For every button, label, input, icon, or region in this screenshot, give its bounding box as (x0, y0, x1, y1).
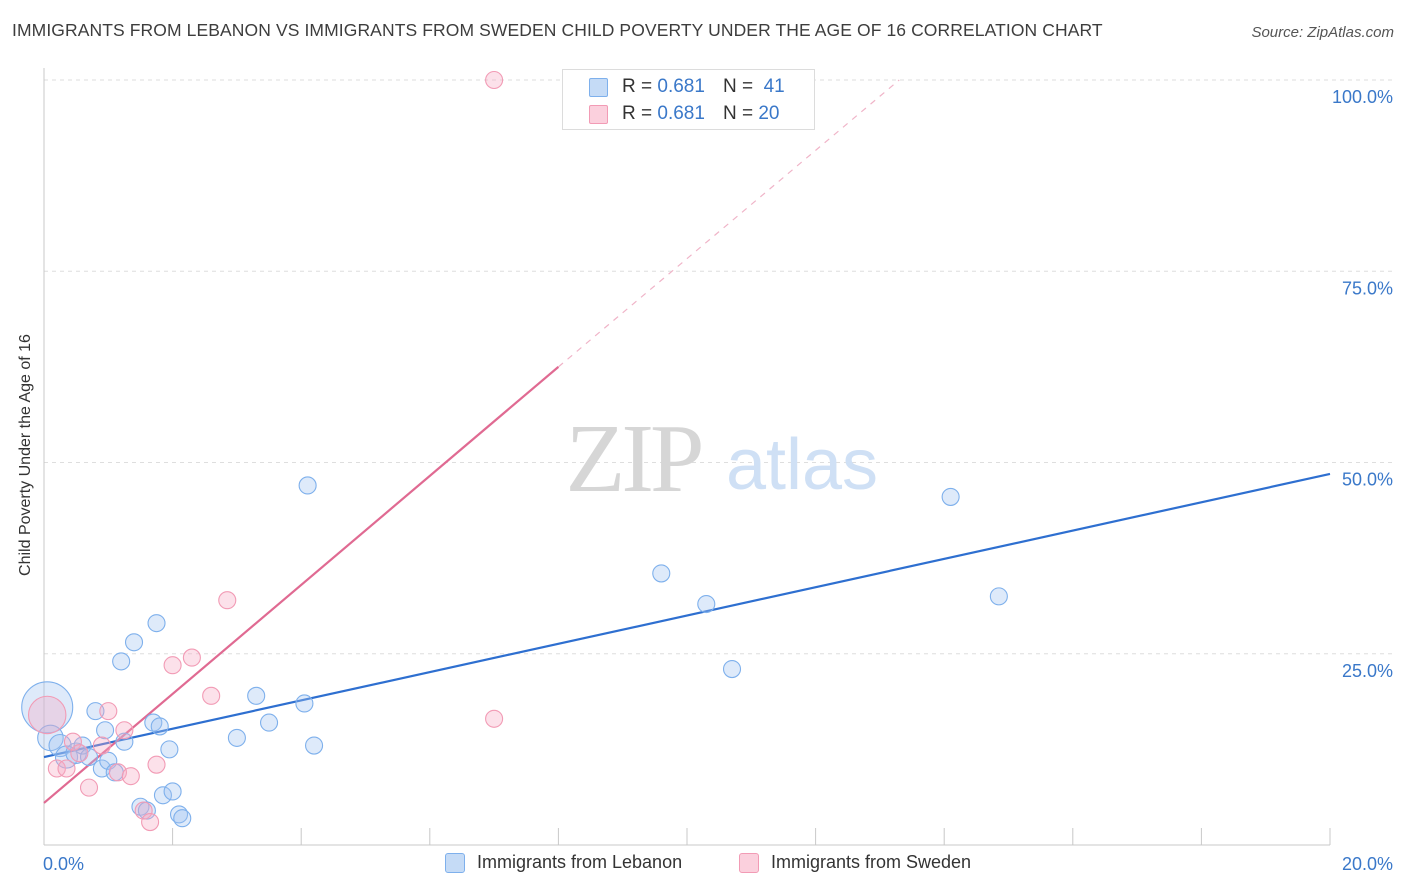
lebanon-point (247, 686, 266, 705)
sweden-point (218, 591, 237, 610)
lebanon-point (652, 564, 671, 583)
bottom-legend-lebanon: Immigrants from Lebanon (445, 852, 682, 873)
sweden-point (79, 778, 99, 797)
sweden-point (485, 709, 504, 728)
legend-row-sweden: R = 0.681 N = 20 (589, 103, 779, 125)
legend-row-lebanon: R = 0.681 N = 41 (589, 76, 785, 98)
sweden-point (141, 812, 160, 832)
lebanon-point (86, 702, 105, 721)
x-tick-label: 20.0% (1342, 854, 1393, 874)
y-tick-label: 50.0% (1342, 470, 1393, 490)
trend-line-1 (43, 366, 560, 804)
sweden-point (202, 686, 221, 705)
lebanon-point (124, 633, 144, 652)
lebanon-point (173, 809, 192, 828)
grid-lines (44, 79, 1392, 655)
bottom-lebanon-swatch (445, 852, 465, 873)
sweden-point (99, 702, 118, 721)
correlation-legend: R = 0.681 N = 41 R = 0.681 N = 20 (562, 69, 815, 130)
watermark-atlas: atlas (726, 425, 878, 505)
lebanon-point (160, 740, 179, 759)
y-tick-label: 100.0% (1332, 87, 1393, 107)
sweden-swatch (589, 104, 608, 124)
trend-line-0 (43, 472, 1331, 759)
lebanon-point (79, 747, 99, 767)
lebanon-n-value: 41 (763, 76, 785, 97)
y-tick-label: 75.0% (1342, 278, 1393, 298)
sweden-point (92, 736, 111, 755)
bottom-sweden-swatch (739, 852, 759, 873)
trend-line-extension-1 (558, 79, 900, 368)
lebanon-point (163, 782, 182, 801)
lebanon-point (295, 694, 314, 713)
sweden-point (485, 70, 504, 90)
lebanon-swatch (589, 77, 608, 97)
sweden-n-value: 20 (758, 103, 780, 124)
lebanon-point (153, 786, 173, 805)
x-axis-ticks (43, 828, 1331, 845)
lebanon-point (697, 594, 716, 614)
lebanon-point (941, 487, 960, 506)
lebanon-point (48, 733, 72, 758)
y-axis-tick-labels: 25.0% 50.0% 75.0% 100.0% (1332, 87, 1393, 681)
lebanon-point (305, 736, 324, 755)
lebanon-point (150, 717, 169, 736)
y-axis-title: Child Poverty Under the Age of 16 (17, 334, 34, 576)
sweden-point (134, 801, 153, 820)
sweden-n-label: N = (722, 103, 754, 124)
sweden-point (27, 695, 67, 735)
data-points (21, 70, 1008, 832)
x-tick-label: 0.0% (43, 854, 84, 874)
lebanon-point (147, 614, 166, 633)
lebanon-point (298, 476, 317, 495)
lebanon-point (112, 652, 131, 671)
lebanon-point (21, 681, 74, 734)
y-tick-label: 25.0% (1342, 661, 1393, 681)
sweden-point (121, 767, 140, 786)
lebanon-n-label: N = (722, 76, 754, 97)
sweden-point (182, 648, 201, 667)
bottom-legend-sweden: Immigrants from Sweden (739, 852, 971, 873)
chart-title: IMMIGRANTS FROM LEBANON VS IMMIGRANTS FR… (12, 20, 1103, 40)
lebanon-r-label: R = (622, 76, 653, 97)
lebanon-r-value: 0.681 (657, 76, 705, 97)
bottom-lebanon-label: Immigrants from Lebanon (477, 852, 683, 872)
lebanon-point (259, 713, 279, 732)
sweden-point (70, 744, 89, 763)
lebanon-point (96, 721, 115, 740)
lebanon-point (227, 728, 246, 747)
sweden-r-value: 0.681 (657, 103, 705, 124)
watermark: ZIP atlas (566, 405, 879, 513)
sweden-point (57, 759, 76, 778)
bottom-sweden-label: Immigrants from Sweden (771, 852, 972, 872)
source-credit: Source: ZipAtlas.com (1251, 24, 1394, 41)
lebanon-point (989, 587, 1008, 606)
trend-lines (43, 79, 1331, 804)
sweden-point (63, 732, 82, 751)
sweden-point (115, 721, 134, 740)
lebanon-point (722, 659, 742, 679)
x-axis-tick-labels: 0.0% 20.0% (43, 854, 1393, 874)
sweden-point (163, 656, 182, 675)
sweden-r-label: R = (622, 103, 653, 124)
watermark-zip: ZIP (566, 405, 701, 513)
sweden-point (47, 759, 66, 778)
sweden-point (147, 755, 166, 774)
